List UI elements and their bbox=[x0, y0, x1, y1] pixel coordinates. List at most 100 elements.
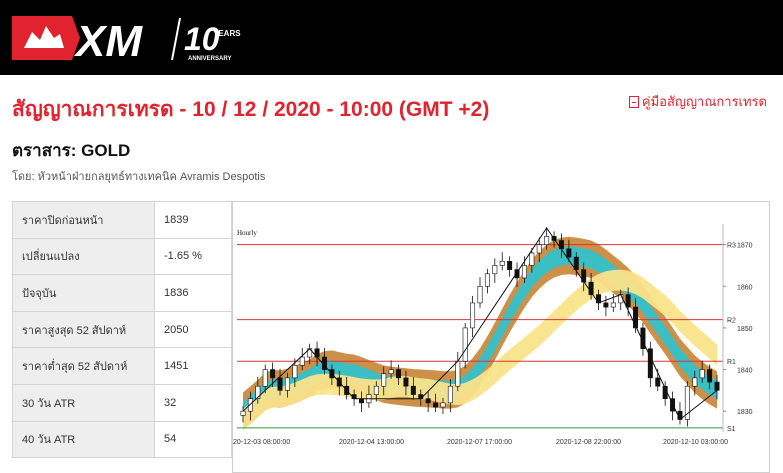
candle-body bbox=[581, 269, 587, 283]
logo-text: XM bbox=[73, 17, 143, 65]
bull-icon bbox=[24, 26, 64, 48]
table-row: 40 วัน ATR 54 bbox=[12, 420, 232, 459]
y-tick-label: 1840 bbox=[737, 368, 753, 375]
x-tick-label: 2020-12-07 17:00:00 bbox=[447, 439, 512, 446]
y-tick-label: 1870 bbox=[737, 243, 753, 250]
candle-body bbox=[477, 285, 483, 304]
table-row: ราคาต่ำสุด 52 สัปดาห์ 1451 bbox=[12, 347, 232, 385]
candle-body bbox=[359, 398, 364, 404]
top-header-bar: XM 10 YEARS ANNIVERSARY bbox=[0, 0, 783, 75]
stat-label: 40 วัน ATR bbox=[12, 420, 155, 459]
candle-body bbox=[455, 360, 461, 387]
level-label: R2 bbox=[727, 318, 736, 325]
candle-body bbox=[270, 369, 276, 379]
candle-body bbox=[470, 302, 476, 329]
candle-body bbox=[277, 377, 283, 391]
candle-body bbox=[299, 356, 305, 366]
candle-body bbox=[433, 402, 439, 408]
stats-table: ราคาปิดก่อนหน้า 1839 เปลี่ยนแปลง -1.65 % ป… bbox=[12, 201, 232, 459]
candle-body bbox=[603, 302, 609, 308]
candle-body bbox=[610, 302, 616, 308]
candle-body bbox=[240, 410, 246, 416]
y-tick-label: 1830 bbox=[737, 409, 753, 416]
band-teal bbox=[243, 246, 717, 421]
signals-guide-link[interactable]: คู่มือสัญญาณการเทรด bbox=[628, 91, 767, 112]
stat-label: ราคาสูงสุด 52 สัปดาห์ bbox=[12, 310, 155, 349]
candle-body bbox=[247, 398, 253, 412]
instrument-title: ตราสาร: GOLD bbox=[12, 141, 131, 160]
candle-body bbox=[255, 385, 261, 399]
stat-label: ราคาปิดก่อนหน้า bbox=[12, 201, 155, 239]
candle-body bbox=[596, 294, 601, 304]
level-label: R1 bbox=[727, 359, 736, 366]
candle-body bbox=[573, 256, 579, 270]
stat-label: ราคาต่ำสุด 52 สัปดาห์ bbox=[12, 347, 155, 385]
level-label: S1 bbox=[727, 426, 736, 433]
candle-body bbox=[462, 327, 468, 362]
stat-value: 32 bbox=[154, 383, 232, 422]
table-row: ปัจจุบัน 1836 bbox=[12, 274, 232, 312]
candle-body bbox=[410, 385, 416, 395]
candle-body bbox=[262, 369, 268, 387]
chart-title: Hourly bbox=[237, 229, 257, 237]
candle-body bbox=[647, 348, 653, 379]
candle-body bbox=[388, 369, 394, 375]
y-tick-label: 1860 bbox=[737, 284, 753, 291]
candle-body bbox=[284, 377, 290, 391]
candle-body bbox=[499, 261, 505, 266]
candle-body bbox=[684, 385, 690, 420]
pdf-icon bbox=[628, 95, 639, 108]
candle-body bbox=[529, 252, 535, 266]
author-line: โดย: หัวหน้าฝ่ายกลยุทธ์ทางเทคนิค Avramis… bbox=[12, 171, 266, 183]
candle-body bbox=[396, 369, 402, 379]
years-number: 10 bbox=[184, 21, 220, 57]
candle-body bbox=[425, 398, 431, 404]
table-row: 30 วัน ATR 32 bbox=[12, 383, 232, 422]
candle-body bbox=[403, 377, 409, 387]
candle-body bbox=[714, 381, 720, 391]
candle-body bbox=[699, 369, 705, 379]
table-row: เปลี่ยนแปลง -1.65 % bbox=[12, 237, 232, 276]
candle-body bbox=[507, 261, 513, 270]
xm-logo[interactable]: XM 10 YEARS ANNIVERSARY bbox=[10, 10, 250, 65]
candle-body bbox=[292, 365, 298, 379]
band-orange bbox=[243, 236, 717, 430]
candle-body bbox=[633, 306, 639, 329]
candle-body bbox=[566, 248, 572, 258]
level-label: R3 bbox=[727, 243, 736, 250]
anniversary-word: ANNIVERSARY bbox=[188, 56, 231, 62]
stat-value: 2050 bbox=[154, 310, 232, 349]
stat-label: 30 วัน ATR bbox=[12, 383, 155, 422]
y-tick-label: 1850 bbox=[737, 326, 753, 333]
price-chart: R3 R2 R1 S1 1830 1840 1850 1860 1870 20-12-03 08:… bbox=[232, 201, 770, 473]
x-tick-label: 20-12-03 08:00:00 bbox=[233, 439, 290, 446]
candle-body bbox=[373, 385, 379, 395]
candle-body bbox=[655, 377, 661, 387]
logo-divider bbox=[171, 17, 181, 61]
candle-body bbox=[447, 385, 453, 404]
signals-guide-label[interactable]: คู่มือสัญญาณการเทรด bbox=[641, 94, 767, 109]
stat-value: 54 bbox=[154, 420, 232, 459]
years-word: YEARS bbox=[213, 29, 241, 38]
table-row: ราคาปิดก่อนหน้า 1839 bbox=[12, 201, 232, 239]
zigzag-line bbox=[242, 227, 718, 421]
stat-value: -1.65 % bbox=[154, 237, 232, 276]
stat-label: ปัจจุบัน bbox=[12, 274, 155, 312]
candle-body bbox=[625, 294, 631, 308]
band-yellow bbox=[243, 269, 717, 430]
candle-body bbox=[536, 244, 542, 254]
stat-value: 1836 bbox=[154, 274, 232, 312]
x-tick-label: 2020-12-04 13:00:00 bbox=[339, 439, 404, 446]
candle-body bbox=[492, 265, 498, 275]
page-title: สัญญาณการเทรด - 10 / 12 / 2020 - 10:00 (… bbox=[12, 98, 490, 121]
candle-body bbox=[440, 402, 446, 408]
chart-svg: R3 R2 R1 S1 1830 1840 1850 1860 1870 20-12-03 08:… bbox=[233, 224, 753, 446]
candle-body bbox=[692, 377, 698, 387]
table-row: ราคาสูงสุด 52 สัปดาห์ 2050 bbox=[12, 310, 232, 349]
stat-value: 1839 bbox=[154, 201, 232, 239]
x-tick-label: 2020-12-10 03:00:00 bbox=[663, 439, 728, 446]
candle-body bbox=[514, 269, 520, 279]
x-tick-label: 2020-12-08 22:00:00 bbox=[556, 439, 621, 446]
candle-body bbox=[521, 265, 527, 279]
candle-body bbox=[707, 369, 713, 383]
